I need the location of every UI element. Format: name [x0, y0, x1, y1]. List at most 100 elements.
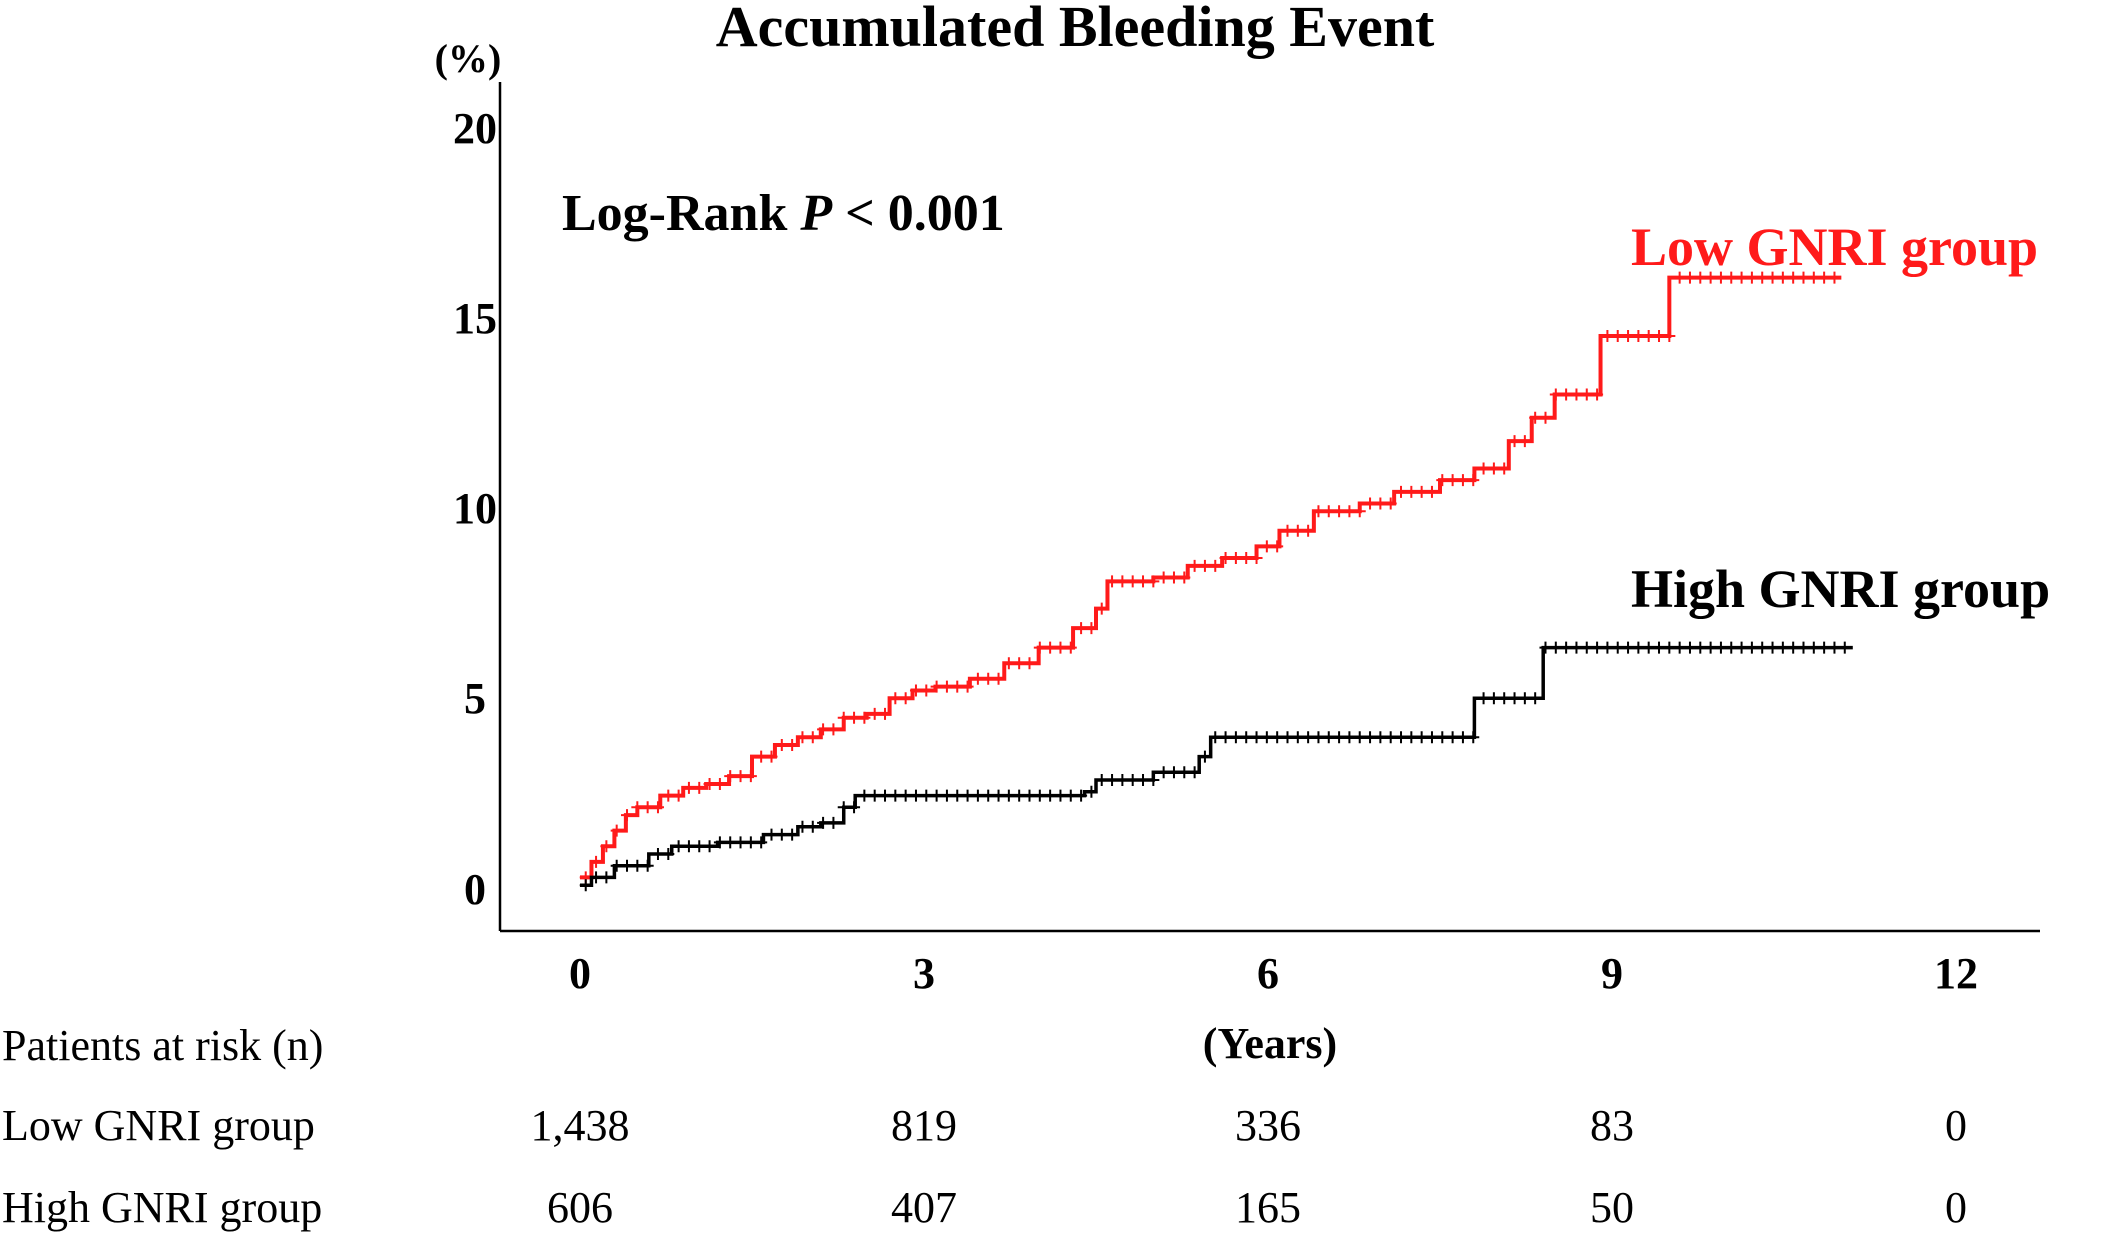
log-rank-annotation: Log-Rank P < 0.001: [562, 185, 1005, 242]
censor-mark: [1776, 641, 1789, 654]
censor-mark: [1601, 330, 1614, 343]
y-tick-15: 15: [453, 294, 497, 343]
censor-mark: [1642, 330, 1655, 343]
censor-mark: [1333, 731, 1346, 744]
censor-mark: [930, 680, 943, 693]
censor-mark: [1446, 731, 1459, 744]
log-rank-p: P: [799, 185, 833, 242]
censor-mark: [1374, 497, 1387, 510]
censor-mark: [1137, 774, 1150, 787]
censor-mark: [600, 871, 613, 884]
censor-mark: [1601, 641, 1614, 654]
censor-mark: [1498, 692, 1511, 705]
censor-mark: [1415, 731, 1428, 744]
censor-mark: [1653, 330, 1666, 343]
censor-mark: [1384, 731, 1397, 744]
censor-mark: [662, 789, 675, 802]
y-axis-label: (%): [435, 36, 502, 81]
censor-mark: [1064, 789, 1077, 802]
censor-mark: [1756, 271, 1769, 284]
censor-mark: [940, 789, 953, 802]
censor-mark: [899, 692, 912, 705]
censor-mark: [1157, 571, 1170, 584]
censor-mark: [1229, 552, 1242, 565]
censor-mark: [817, 816, 830, 829]
censor-mark: [1549, 641, 1562, 654]
censor-mark: [600, 840, 613, 853]
censor-mark: [837, 711, 850, 724]
censor-mark: [951, 680, 964, 693]
censor-mark: [1384, 497, 1397, 510]
censor-mark: [1560, 641, 1573, 654]
x-tick-3: 3: [913, 949, 935, 998]
censor-mark: [682, 781, 695, 794]
censor-mark: [713, 777, 726, 790]
series-label-low-gnri: Low GNRI group: [1631, 217, 2038, 277]
censor-mark: [765, 828, 778, 841]
censor-mark: [1787, 641, 1800, 654]
censor-mark: [1797, 641, 1810, 654]
censor-mark: [889, 789, 902, 802]
censor-mark: [1611, 641, 1624, 654]
censor-mark: [1838, 641, 1851, 654]
censor-mark: [1157, 766, 1170, 779]
censor-mark: [1395, 731, 1408, 744]
censor-mark: [662, 848, 675, 861]
y-tick-5: 5: [464, 674, 486, 723]
x-tick-9: 9: [1601, 949, 1623, 998]
censor-mark: [1033, 789, 1046, 802]
censor-mark: [1694, 641, 1707, 654]
censor-mark: [1704, 271, 1717, 284]
censor-mark: [755, 836, 768, 849]
risk-high-9: 50: [1590, 1183, 1634, 1232]
risk-high-12: 0: [1945, 1183, 1967, 1232]
censor-mark: [631, 801, 644, 814]
censor-mark: [1529, 692, 1542, 705]
censor-mark: [1405, 731, 1418, 744]
censor-mark: [621, 809, 634, 822]
censor-mark: [1374, 731, 1387, 744]
x-tick-6: 6: [1257, 949, 1279, 998]
censor-mark: [1683, 641, 1696, 654]
censor-mark: [1044, 789, 1057, 802]
censor-mark: [1487, 692, 1500, 705]
censor-mark: [1353, 731, 1366, 744]
censor-mark: [1095, 774, 1108, 787]
censor-mark: [1560, 388, 1573, 401]
censor-mark: [1828, 641, 1841, 654]
censor-mark: [909, 684, 922, 697]
censor-mark: [1467, 474, 1480, 487]
censor-mark: [982, 789, 995, 802]
censor-mark: [1075, 789, 1088, 802]
risk-low-9: 83: [1590, 1101, 1634, 1150]
censor-mark: [1033, 641, 1046, 654]
censor-mark: [1343, 731, 1356, 744]
censor-mark: [610, 859, 623, 872]
risk-row-high-label: High GNRI group: [2, 1183, 322, 1232]
censor-mark: [1219, 552, 1232, 565]
risk-high-0: 606: [547, 1183, 613, 1232]
censor-mark: [1683, 271, 1696, 284]
censor-mark: [1147, 575, 1160, 588]
censor-mark: [1632, 330, 1645, 343]
censor-marks-high-gnri-group: [579, 641, 1851, 892]
censor-mark: [1818, 271, 1831, 284]
censor-mark: [1002, 657, 1015, 670]
censor-mark: [1271, 731, 1284, 744]
censor-mark: [827, 723, 840, 736]
censor-mark: [1023, 789, 1036, 802]
censor-mark: [1147, 774, 1160, 787]
censor-mark: [1126, 575, 1139, 588]
censor-mark: [868, 707, 881, 720]
censor-mark: [1436, 731, 1449, 744]
censor-mark: [724, 770, 737, 783]
censor-mark: [1198, 559, 1211, 572]
censor-mark: [1405, 485, 1418, 498]
censor-mark: [1137, 575, 1150, 588]
censor-mark: [920, 789, 933, 802]
censor-mark: [1333, 505, 1346, 518]
censor-mark: [610, 824, 623, 837]
censor-mark: [961, 789, 974, 802]
x-tick-0: 0: [569, 949, 591, 998]
censor-mark: [1044, 641, 1057, 654]
